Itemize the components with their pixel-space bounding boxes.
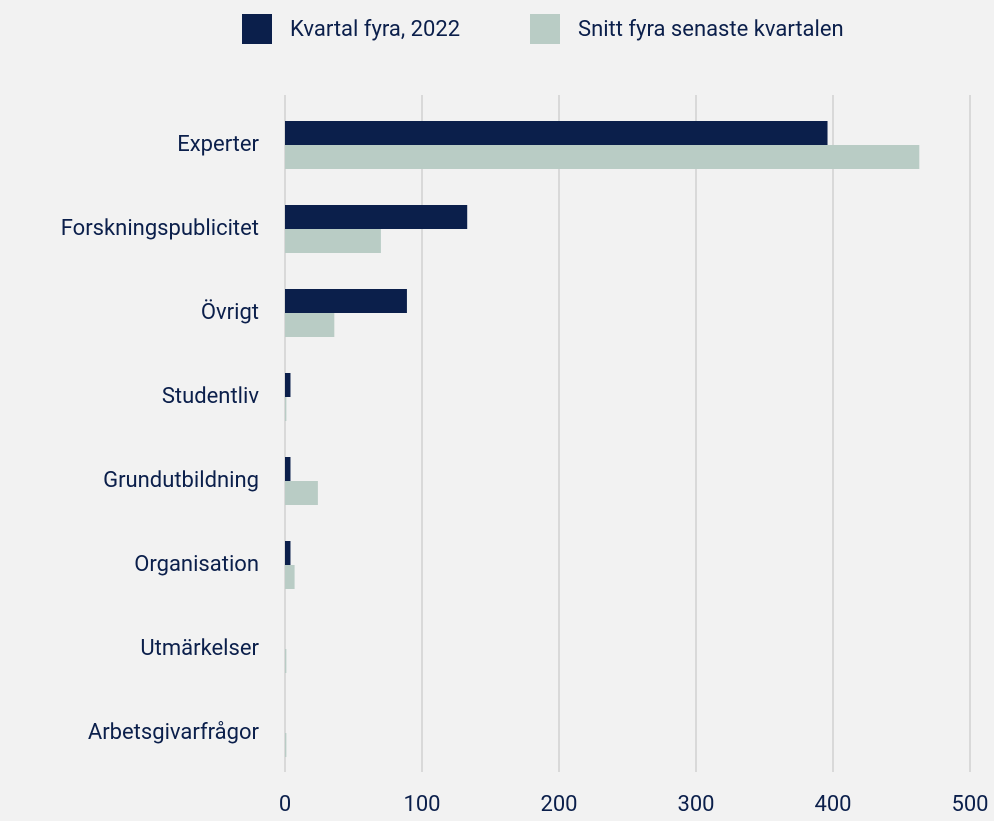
legend-swatch	[242, 14, 272, 44]
bar	[285, 229, 381, 253]
x-tick-label: 400	[814, 792, 851, 817]
y-tick-label: Organisation	[134, 552, 259, 577]
bar	[285, 541, 291, 565]
y-tick-label: Utmärkelser	[140, 636, 259, 661]
y-tick-label: Studentliv	[162, 384, 260, 409]
x-tick-label: 300	[677, 792, 714, 817]
legend-label: Kvartal fyra, 2022	[290, 17, 460, 42]
legend-label: Snitt fyra senaste kvartalen	[578, 17, 844, 42]
y-tick-label: Forskningspublicitet	[61, 216, 259, 241]
x-tick-label: 500	[951, 792, 988, 817]
bar	[285, 313, 335, 337]
x-tick-label: 0	[279, 792, 291, 817]
bar	[285, 121, 828, 145]
bar	[285, 373, 291, 397]
y-tick-label: Övrigt	[201, 299, 259, 325]
bar	[285, 733, 287, 757]
bar	[285, 289, 407, 313]
bar	[285, 397, 287, 421]
bar	[285, 565, 295, 589]
x-tick-label: 100	[403, 792, 440, 817]
y-tick-label: Experter	[177, 132, 259, 157]
bar	[285, 205, 468, 229]
legend-swatch	[530, 14, 560, 44]
y-tick-label: Arbetsgivarfrågor	[88, 720, 260, 745]
bar	[285, 457, 291, 481]
bar	[285, 481, 318, 505]
bar	[285, 649, 287, 673]
bar	[285, 145, 920, 169]
y-tick-label: Grundutbildning	[103, 468, 259, 493]
x-tick-label: 200	[540, 792, 577, 817]
